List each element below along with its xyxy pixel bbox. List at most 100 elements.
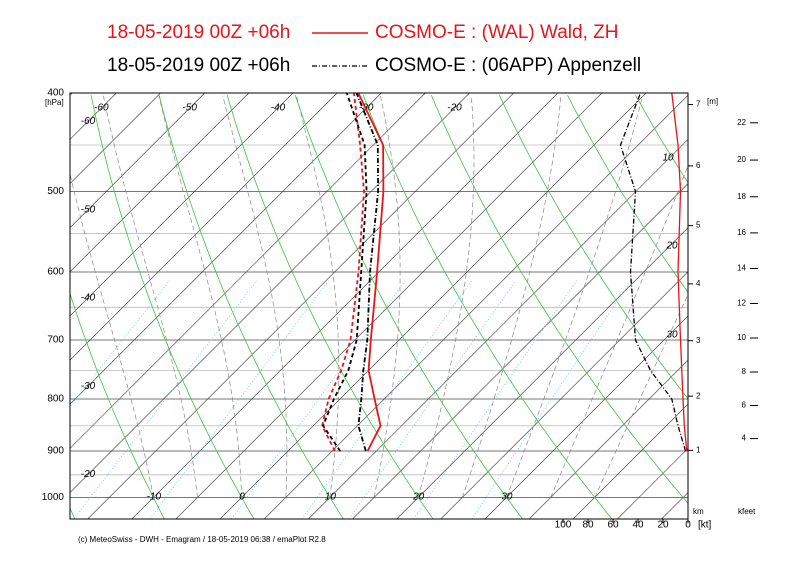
dry-adiabat [362,95,613,519]
isotherm [706,93,800,519]
isotherm-label: -60 [94,103,109,114]
x-tick-label: -10 [147,492,162,503]
isotherm-label: -40 [81,293,96,304]
y-tick-label: 400 [47,88,64,99]
mixing-ratio-line [348,280,517,519]
legend-label: COSMO-E : (06APP) Appenzell [375,55,641,76]
isotherm-label: -20 [81,469,96,480]
temperature-profile [357,93,385,452]
isotherm-label: -30 [81,381,96,392]
moist-adiabat [461,95,562,498]
run-label: 18-05-2019 00Z +06h [107,22,290,43]
isotherm [396,227,688,519]
plot-frame [69,92,689,520]
y-axis-label: [hPa] [45,98,64,107]
height-m-label: [m] [707,97,718,106]
wind-tick-label: 60 [607,520,619,531]
isotherm [0,93,28,519]
footer: (c) MeteoSwiss - DWH - Emagram / 18-05-2… [78,535,326,544]
legend-label: COSMO-E : (WAL) Wald, ZH [375,22,618,43]
height-km-label: 4 [696,279,701,288]
y-tick-label: 1000 [42,492,65,503]
wind-tick-label: 100 [555,520,572,531]
x-tick-label: 10 [325,492,337,503]
isotherm [175,93,603,519]
height-km-label: km [693,507,704,516]
mixing-ratio-line [413,280,577,519]
moist-adiabat [296,95,340,498]
y-tick-label: 800 [47,394,64,405]
isotherm [70,93,470,493]
x-tick-label: 0 [239,492,245,503]
height-km-label: 7 [696,100,701,109]
isotherm-label: -50 [81,204,96,215]
mixing-ratio-line [231,280,406,519]
y-tick-label: 500 [47,186,64,197]
isotherm [484,315,688,519]
height-kfeet-label: 20 [737,155,746,164]
isotherm [573,403,688,519]
moist-adiabat [594,293,688,498]
dry-adiabat [499,95,688,400]
isotherm [70,93,338,361]
isotherm-label: -60 [81,116,96,127]
isotherm-label: -50 [182,103,197,114]
dry-adiabat [90,95,255,519]
isotherm [70,93,161,184]
moist-adiabat [222,95,288,498]
isotherm [87,93,514,519]
dry-adiabat [704,95,800,519]
mixing-ratio-line [149,280,329,519]
isotherm [750,93,800,519]
wind-tick-label: 40 [632,520,644,531]
mixing-ratio-line [70,280,170,408]
height-km-label: 1 [696,445,701,454]
dewpoint-profile [322,93,368,452]
isotherm [308,138,688,519]
height-km-label: 6 [696,161,701,170]
moist-adiabat [373,95,401,498]
isotherm [352,183,688,519]
dry-adiabat [294,95,523,519]
wind-tick-label: 80 [582,520,594,531]
background-lines [0,93,800,519]
isotherm-label: -40 [271,103,286,114]
y-tick-label: 900 [47,446,64,457]
mixing-ratio-line [73,280,258,519]
temperature-profile [355,93,380,452]
height-kfeet-label: 4 [742,434,747,443]
isotach-label: 30 [666,330,678,341]
moist-adiabat [70,172,154,498]
run-label: 18-05-2019 00Z +06h [107,55,290,76]
wind-tick-label: 0 [685,520,691,531]
isotherm [70,93,205,229]
y-tick-label: 600 [47,267,64,278]
moist-adiabat [506,95,644,498]
y-tick-label: 700 [47,335,64,346]
isotherm [617,447,688,519]
height-kfeet-label: 12 [737,299,746,308]
height-kfeet-label: 14 [737,264,746,273]
height-km-label: 5 [696,221,701,230]
isotherm [440,271,688,519]
x-tick-label: 30 [501,492,513,503]
wind-axis-label: [kt] [698,520,712,531]
wind-tick-label: 20 [657,520,669,531]
isotach-label: 20 [665,241,678,252]
height-km-label: 3 [696,336,701,345]
wind-speed-profile [671,92,688,452]
isotherm [219,93,647,519]
dry-adiabat [567,95,688,293]
isotach-label: 10 [662,153,674,164]
wind-speed-profile [619,92,687,452]
moist-adiabat [417,95,475,498]
height-km-label: 2 [696,391,701,400]
isotherm-label: -20 [447,103,462,114]
isotherm [264,94,688,519]
dry-adiabat [158,95,344,519]
moist-adiabat [103,95,198,498]
dry-adiabat [70,292,165,519]
isotherm [131,93,559,519]
isotherm [661,492,688,519]
